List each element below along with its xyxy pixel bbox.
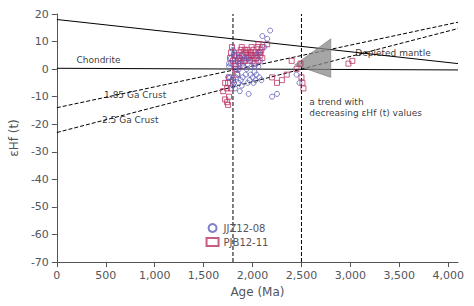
- svg-text:0: 0: [53, 269, 60, 282]
- svg-text:εHf (t): εHf (t): [7, 119, 21, 157]
- svg-text:20: 20: [35, 8, 49, 21]
- svg-text:-60: -60: [31, 228, 49, 241]
- svg-text:decreasing εHf (t) values: decreasing εHf (t) values: [309, 108, 422, 118]
- svg-text:PJB12-11: PJB12-11: [224, 237, 269, 248]
- svg-text:a trend with: a trend with: [309, 97, 363, 107]
- svg-text:3,000: 3,000: [335, 269, 367, 282]
- svg-text:2.5 Ga Crust: 2.5 Ga Crust: [102, 115, 159, 125]
- svg-text:0: 0: [42, 63, 49, 76]
- svg-text:Depleted mantle: Depleted mantle: [355, 48, 431, 58]
- svg-text:-70: -70: [31, 256, 49, 269]
- svg-text:JJZ12-08: JJZ12-08: [223, 223, 266, 234]
- svg-text:-10: -10: [31, 90, 49, 103]
- svg-text:3,500: 3,500: [384, 269, 416, 282]
- svg-text:1,000: 1,000: [139, 269, 171, 282]
- svg-text:-40: -40: [31, 173, 49, 186]
- svg-text:Age (Ma): Age (Ma): [230, 285, 284, 299]
- svg-text:4,000: 4,000: [432, 269, 464, 282]
- svg-text:10: 10: [35, 35, 49, 48]
- svg-text:2,500: 2,500: [286, 269, 318, 282]
- svg-text:500: 500: [95, 269, 116, 282]
- svg-text:1,500: 1,500: [188, 269, 220, 282]
- svg-text:1.85 Ga Crust: 1.85 Ga Crust: [104, 90, 167, 100]
- svg-text:2,000: 2,000: [237, 269, 269, 282]
- svg-text:-20: -20: [31, 118, 49, 131]
- svg-text:-30: -30: [31, 145, 49, 158]
- svg-text:Chondrite: Chondrite: [76, 55, 121, 65]
- svg-text:-50: -50: [31, 200, 49, 213]
